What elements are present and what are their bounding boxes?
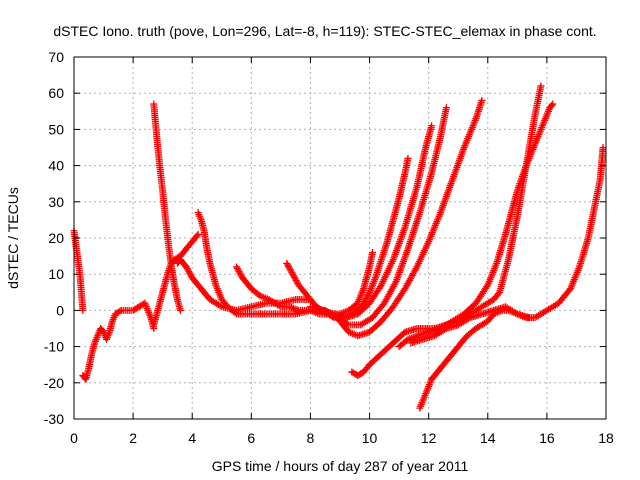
series-4 [150, 230, 202, 329]
data-point-marker [599, 144, 607, 151]
y-tick-label: 30 [48, 194, 64, 210]
y-tick-label: 60 [48, 85, 64, 101]
x-tick-label: 4 [188, 430, 196, 446]
data-point-marker [231, 309, 239, 317]
data-point-marker [548, 101, 556, 109]
series-11 [336, 96, 486, 340]
chart-title: dSTEC Iono. truth (pove, Lon=296, Lat=-8… [53, 23, 596, 39]
series-12 [348, 82, 545, 380]
y-tick-label: -30 [44, 411, 64, 427]
y-tick-label: -10 [44, 339, 64, 355]
series-3 [150, 100, 184, 314]
series-9 [306, 122, 436, 322]
data-point-marker [391, 279, 399, 287]
data-point-marker [442, 104, 450, 112]
x-tick-label: 18 [598, 430, 614, 446]
y-axis-label: dSTEC / TECUs [5, 187, 21, 289]
x-tick-label: 6 [247, 430, 255, 446]
data-point-marker [365, 290, 373, 298]
x-tick-label: 8 [307, 430, 315, 446]
data-point-marker [549, 100, 557, 108]
x-tick-label: 2 [129, 430, 137, 446]
y-tick-label: 50 [48, 121, 64, 137]
y-tick-label: 40 [48, 158, 64, 174]
x-axis-label: GPS time / hours of day 287 of year 2011 [212, 458, 469, 474]
y-tick-label: 20 [48, 230, 64, 246]
x-tick-label: 0 [70, 430, 78, 446]
data-point-marker [369, 248, 377, 256]
series-2 [79, 299, 158, 383]
y-tick-label: 10 [48, 266, 64, 282]
series-15 [416, 144, 607, 412]
y-tick-label: 0 [56, 302, 64, 318]
axis-ticks: 0 2 4 6 8 10 12 14 16 18 -30 -20 -10 0 10 20 30 40 50 60 70 [44, 49, 614, 446]
data-point-marker [79, 306, 87, 314]
data-point-marker [193, 232, 201, 240]
data-point-marker [537, 82, 545, 90]
series-13 [395, 100, 557, 351]
x-tick-label: 12 [421, 430, 437, 446]
series-1 [70, 227, 87, 314]
x-tick-label: 10 [362, 430, 378, 446]
y-tick-label: -20 [44, 375, 64, 391]
data-point-marker [478, 96, 486, 104]
data-points [70, 82, 607, 412]
data-point-marker [404, 154, 412, 162]
x-tick-label: 14 [480, 430, 496, 446]
data-point-marker [194, 230, 202, 238]
y-tick-label: 70 [48, 49, 64, 65]
series-10 [321, 104, 450, 329]
x-tick-label: 16 [539, 430, 555, 446]
data-point-marker [176, 306, 184, 314]
series-5 [173, 256, 314, 314]
data-point-marker [428, 122, 436, 130]
data-point-marker [116, 307, 124, 315]
